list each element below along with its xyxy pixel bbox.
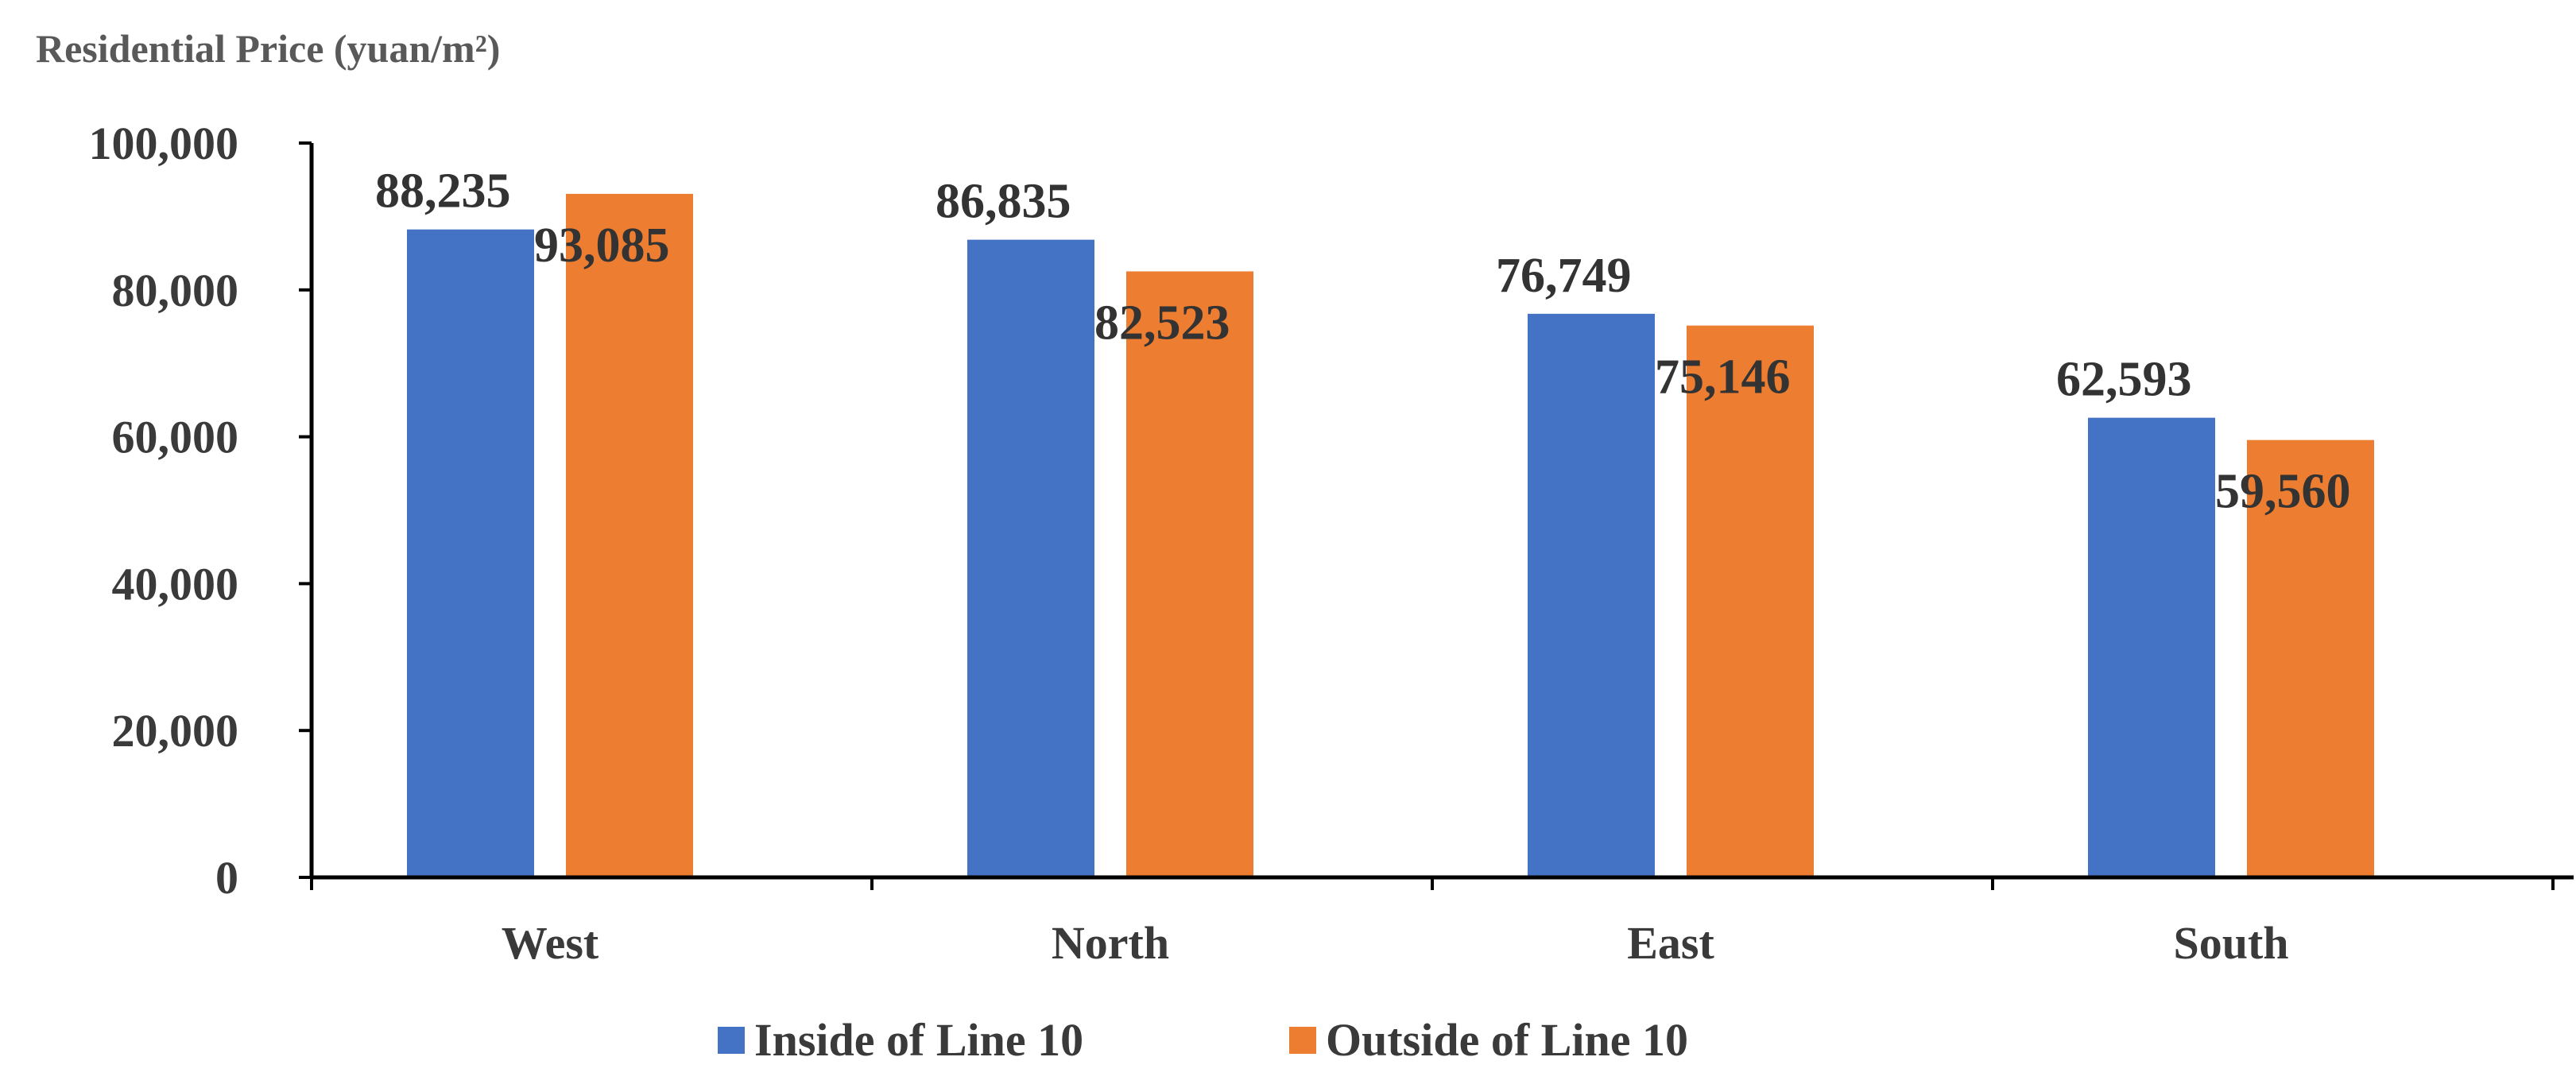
category-labels: West North East South [502, 917, 2289, 969]
category-label-east: East [1627, 917, 1714, 969]
bar-outside-of-line-10-north [1126, 271, 1253, 877]
data-label-inside-of-line-10-north: 86,835 [935, 175, 1071, 229]
y-axis-title: Residential Price (yuan/m²) [36, 26, 500, 71]
y-axis-ticks: 0 20,000 40,000 60,000 80,000 100,000 [89, 118, 312, 904]
data-labels: 88,235 93,085 86,835 82,523 76,749 75,146 62,5… [375, 165, 2351, 519]
y-tick-label: 60,000 [112, 412, 239, 463]
data-label-outside-of-line-10-east: 75,146 [1655, 350, 1791, 405]
y-tick-label: 80,000 [112, 265, 239, 316]
y-tick-label: 40,000 [112, 558, 239, 610]
data-label-inside-of-line-10-west: 88,235 [375, 165, 511, 219]
category-label-west: West [502, 917, 599, 969]
bar-inside-of-line-10-south [2088, 417, 2215, 877]
category-label-north: North [1052, 917, 1169, 969]
y-tick-label: 0 [215, 852, 238, 904]
axes [309, 143, 2574, 890]
legend-label-outside-of-line-10: Outside of Line 10 [1326, 1014, 1688, 1066]
data-label-outside-of-line-10-west: 93,085 [534, 219, 670, 273]
category-label-south: South [2173, 917, 2288, 969]
data-label-outside-of-line-10-south: 59,560 [2215, 465, 2351, 519]
legend-swatch-outside-of-line-10 [1289, 1027, 1316, 1054]
bar-inside-of-line-10-north [967, 239, 1094, 877]
legend: Inside of Line 10 Outside of Line 10 [718, 1014, 1688, 1066]
legend-label-inside-of-line-10: Inside of Line 10 [754, 1014, 1083, 1066]
data-label-outside-of-line-10-north: 82,523 [1094, 296, 1230, 350]
bar-outside-of-line-10-west [566, 193, 693, 878]
bar-inside-of-line-10-west [407, 229, 534, 877]
legend-swatch-inside-of-line-10 [718, 1027, 745, 1054]
bars [407, 193, 2374, 878]
bar-outside-of-line-10-east [1687, 325, 1814, 877]
data-label-inside-of-line-10-east: 76,749 [1496, 249, 1632, 303]
data-label-inside-of-line-10-south: 62,593 [2056, 353, 2192, 407]
y-tick-label: 100,000 [89, 118, 239, 169]
bar-outside-of-line-10-south [2247, 439, 2374, 877]
bar-inside-of-line-10-east [1528, 313, 1655, 877]
y-tick-label: 20,000 [112, 705, 239, 757]
